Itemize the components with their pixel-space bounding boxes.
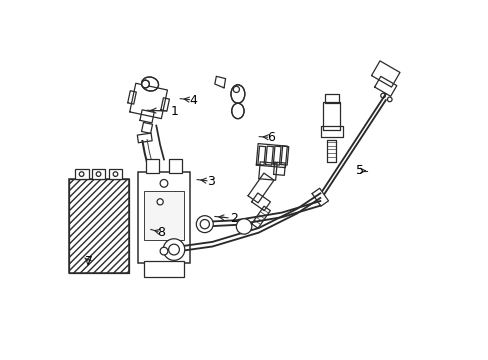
Polygon shape	[129, 83, 167, 119]
Text: 2: 2	[229, 212, 237, 225]
Text: 6: 6	[266, 131, 274, 144]
Polygon shape	[247, 173, 273, 203]
Polygon shape	[371, 61, 399, 87]
Bar	[138, 172, 190, 263]
Ellipse shape	[230, 85, 244, 103]
Text: 8: 8	[157, 226, 164, 239]
Polygon shape	[251, 206, 270, 228]
Polygon shape	[374, 76, 396, 96]
Circle shape	[157, 199, 163, 205]
Polygon shape	[324, 94, 338, 103]
Polygon shape	[251, 193, 270, 211]
Text: 7: 7	[84, 255, 93, 268]
Bar	[75, 169, 88, 180]
Text: 5: 5	[355, 164, 363, 177]
Polygon shape	[127, 91, 136, 104]
Polygon shape	[326, 140, 336, 162]
Ellipse shape	[231, 103, 244, 119]
Bar	[143, 191, 183, 239]
Bar	[168, 159, 182, 173]
Polygon shape	[140, 110, 154, 123]
Polygon shape	[214, 76, 225, 88]
Polygon shape	[258, 162, 277, 180]
Circle shape	[142, 80, 149, 88]
Bar	[68, 179, 128, 273]
Polygon shape	[137, 133, 152, 143]
Bar	[145, 159, 159, 173]
Circle shape	[233, 86, 239, 93]
Polygon shape	[311, 188, 328, 206]
Circle shape	[163, 239, 184, 260]
Circle shape	[160, 247, 167, 255]
Bar	[143, 261, 183, 276]
Polygon shape	[142, 122, 152, 133]
Text: 1: 1	[170, 105, 178, 118]
Bar	[108, 169, 122, 180]
Circle shape	[160, 180, 167, 187]
Ellipse shape	[142, 77, 158, 91]
Circle shape	[151, 193, 163, 206]
Polygon shape	[273, 162, 285, 175]
Circle shape	[236, 219, 251, 234]
Polygon shape	[161, 98, 169, 111]
Polygon shape	[256, 144, 287, 168]
Polygon shape	[321, 126, 342, 137]
Circle shape	[196, 216, 213, 233]
Polygon shape	[323, 103, 340, 130]
Text: 3: 3	[207, 175, 215, 188]
Text: 4: 4	[189, 94, 197, 107]
Bar	[91, 169, 105, 180]
Bar	[68, 179, 128, 273]
